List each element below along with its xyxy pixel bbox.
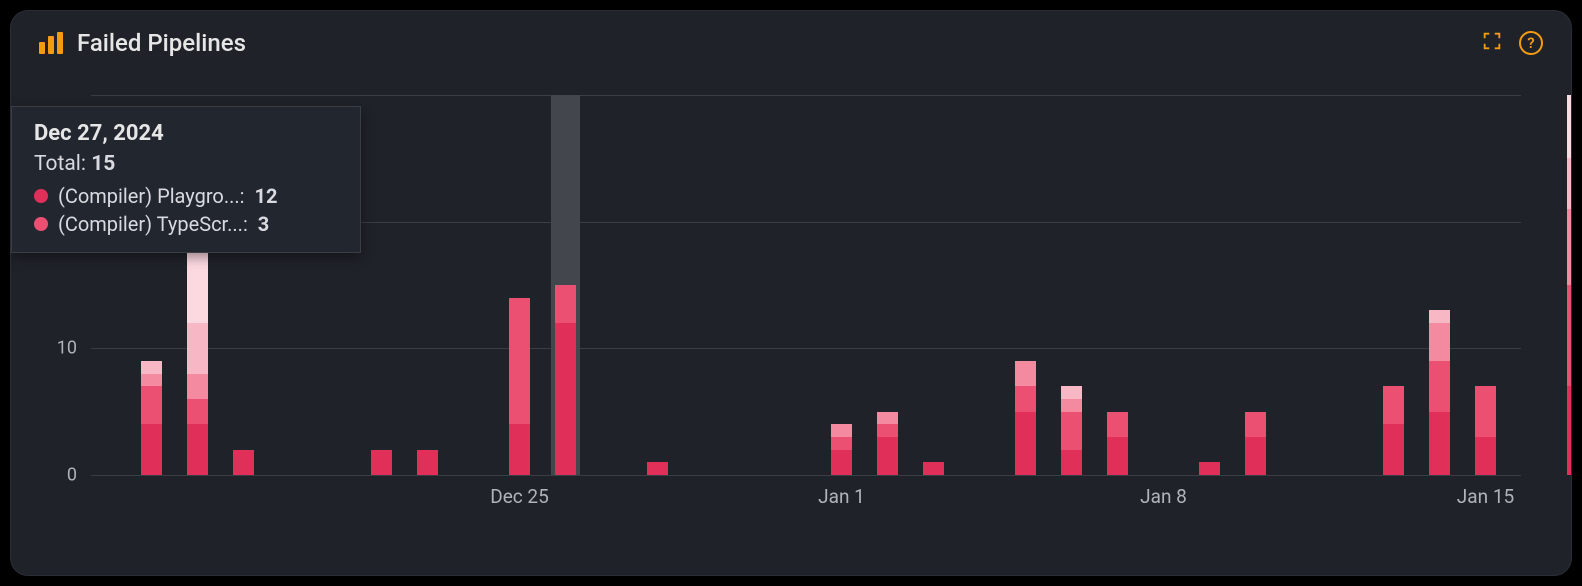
bar-stack[interactable] [233, 450, 254, 475]
bar-stack[interactable] [1429, 310, 1450, 475]
bar-stack[interactable] [877, 412, 898, 475]
panel-header: Failed Pipelines ? [11, 11, 1571, 71]
help-icon[interactable]: ? [1519, 31, 1543, 55]
tooltip-date: Dec 27, 2024 [34, 121, 338, 146]
bar-segment [1383, 424, 1404, 475]
bar-segment [1061, 386, 1082, 399]
bar-segment [1567, 95, 1572, 158]
bar-stack[interactable] [1383, 386, 1404, 475]
bar-segment [877, 437, 898, 475]
bar-segment [509, 424, 530, 475]
x-axis-label: Dec 25 [490, 485, 549, 508]
bar-stack[interactable] [1015, 361, 1036, 475]
bar-segment [1199, 462, 1220, 475]
bar-segment [1429, 361, 1450, 412]
bar-segment [187, 323, 208, 374]
bar-segment [1429, 323, 1450, 361]
bar-segment [1245, 412, 1266, 437]
bar-segment [1475, 437, 1496, 475]
bar-segment [1567, 285, 1572, 386]
bar-stack[interactable] [647, 462, 668, 475]
series-swatch [34, 217, 48, 231]
bar-segment [1429, 310, 1450, 323]
bar-segment [187, 374, 208, 399]
panel: Failed Pipelines ? 01020Dec 25Jan 1Jan 8… [10, 10, 1572, 576]
x-axis-label: Jan 15 [1457, 485, 1514, 508]
tooltip-row: (Compiler) Playgro...: 12 [34, 184, 338, 208]
tooltip-total: Total: 15 [34, 152, 338, 176]
header-actions: ? [1481, 30, 1543, 56]
x-axis-label: Jan 8 [1140, 485, 1187, 508]
bar-stack[interactable] [141, 361, 162, 475]
bar-segment [417, 450, 438, 475]
bar-segment [1015, 412, 1036, 475]
x-axis-label: Jan 1 [818, 485, 865, 508]
bar-segment [555, 285, 576, 323]
tooltip-total-value: 15 [91, 152, 115, 176]
bar-segment [1567, 386, 1572, 475]
series-value: 3 [258, 212, 269, 236]
tooltip-rows: (Compiler) Playgro...: 12 (Compiler) Type… [34, 184, 338, 236]
bar-segment [141, 374, 162, 387]
bar-segment [187, 399, 208, 424]
series-value: 12 [255, 184, 278, 208]
tooltip: Dec 27, 2024 Total: 15 (Compiler) Playgr… [11, 106, 361, 253]
bar-segment [1383, 386, 1404, 424]
expand-icon[interactable] [1481, 30, 1503, 56]
bar-stack[interactable] [1567, 95, 1572, 475]
bar-stack[interactable] [1199, 462, 1220, 475]
bar-segment [1107, 437, 1128, 475]
tooltip-row: (Compiler) TypeScr...: 3 [34, 212, 338, 236]
panel-title: Failed Pipelines [77, 29, 246, 57]
bar-segment [877, 412, 898, 425]
bar-segment [1567, 209, 1572, 285]
bar-stack[interactable] [417, 450, 438, 475]
bar-segment [187, 424, 208, 475]
bar-stack[interactable] [187, 234, 208, 475]
bar-segment [141, 361, 162, 374]
series-label: (Compiler) TypeScr...: [58, 212, 248, 236]
bar-segment [141, 424, 162, 475]
y-axis-label: 10 [57, 338, 77, 359]
bar-stack[interactable] [831, 424, 852, 475]
bar-segment [1015, 386, 1036, 411]
bar-segment [555, 323, 576, 475]
bar-stack[interactable] [923, 462, 944, 475]
bar-segment [647, 462, 668, 475]
bar-segment [1061, 450, 1082, 475]
bar-segment [1061, 399, 1082, 412]
chart-icon [39, 32, 63, 54]
tooltip-total-label: Total: [34, 152, 86, 176]
bar-stack[interactable] [555, 285, 576, 475]
y-axis-label: 0 [67, 465, 77, 486]
gridline [91, 95, 1521, 96]
bar-segment [1107, 412, 1128, 437]
gridline [91, 475, 1521, 476]
gridline [91, 348, 1521, 349]
series-swatch [34, 189, 48, 203]
bar-segment [1567, 158, 1572, 209]
bar-segment [1061, 412, 1082, 450]
bar-segment [233, 450, 254, 475]
bar-segment [371, 450, 392, 475]
bar-segment [877, 424, 898, 437]
bar-segment [1475, 386, 1496, 437]
bar-segment [831, 424, 852, 437]
bar-stack[interactable] [1245, 412, 1266, 475]
bar-segment [923, 462, 944, 475]
bar-stack[interactable] [1107, 412, 1128, 475]
bar-stack[interactable] [509, 298, 530, 475]
bar-segment [509, 298, 530, 425]
bar-segment [1015, 361, 1036, 386]
bar-segment [831, 450, 852, 475]
series-label: (Compiler) Playgro...: [58, 184, 245, 208]
bar-stack[interactable] [1475, 386, 1496, 475]
bar-stack[interactable] [371, 450, 392, 475]
bar-segment [1245, 437, 1266, 475]
bar-segment [1429, 412, 1450, 475]
bar-segment [831, 437, 852, 450]
title-group: Failed Pipelines [39, 29, 246, 57]
bar-stack[interactable] [1061, 386, 1082, 475]
bar-segment [141, 386, 162, 424]
